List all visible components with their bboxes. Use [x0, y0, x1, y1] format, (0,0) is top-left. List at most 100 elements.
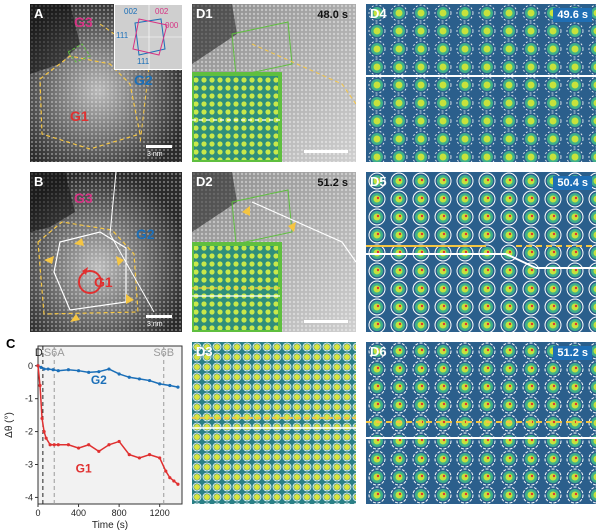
- data-point-g2: [39, 365, 43, 369]
- data-point-g2: [176, 385, 180, 389]
- data-point-g1: [176, 482, 180, 486]
- grain-g2-label-b: G2: [136, 226, 155, 242]
- grain-g1-label: G1: [70, 108, 89, 124]
- data-point-g1: [66, 443, 71, 447]
- panel-d3: D3: [192, 342, 356, 504]
- panel-a: A G3 G2 G1 002 002 000 111 111 3 nm: [30, 4, 182, 162]
- data-point-g2: [46, 367, 50, 371]
- x-tick-label: 800: [112, 508, 127, 518]
- annotation-label: S6B: [153, 347, 174, 359]
- series-label-g1: G1: [76, 462, 92, 476]
- panel-d4-time: 49.6 s: [553, 8, 592, 22]
- panel-d6-image: [366, 342, 596, 504]
- annotation-label: S6A: [44, 347, 65, 359]
- data-point-g2: [117, 372, 121, 376]
- panel-d6-time: 51.2 s: [553, 346, 592, 360]
- angle-change-chart: D S6A S6B 0 400 800 1200 0 -1 -2 -3 -4 Time (s) Δθ (°…: [4, 345, 183, 531]
- panel-d2-image: [192, 172, 356, 332]
- data-point-g1: [158, 456, 162, 460]
- x-axis-label: Time (s): [92, 520, 128, 531]
- panel-d6-label: D6: [370, 344, 387, 359]
- fft-index-111: 111: [116, 31, 129, 40]
- panel-c-label: C: [6, 336, 16, 351]
- y-tick-label: -3: [25, 460, 33, 470]
- data-point-g2: [76, 369, 81, 373]
- panel-d5-image: [366, 172, 596, 332]
- fft-index-111-bottom: 111: [137, 57, 150, 66]
- scale-bar-b-text: 3 nm: [147, 321, 163, 328]
- panel-c: C D S6A S6B 0 400 800 1200 0 -1 -2 -3 -4 Time (s) Δθ …: [0, 336, 188, 532]
- data-point-g2: [66, 368, 71, 372]
- data-point-g1: [38, 383, 42, 388]
- data-point-g2: [127, 375, 131, 379]
- data-point-g1: [40, 416, 44, 421]
- grain-g3-label: G3: [74, 14, 93, 30]
- series-label-g2: G2: [91, 373, 107, 387]
- y-tick-label: -1: [25, 394, 33, 404]
- data-point-g1: [48, 443, 52, 447]
- data-point-g2: [158, 382, 162, 386]
- x-tick-label: 1200: [150, 508, 170, 518]
- data-point-g1: [172, 479, 176, 483]
- panel-d4: D4 49.6 s: [366, 4, 596, 162]
- y-tick-label: -2: [25, 427, 33, 437]
- data-point-g2: [42, 367, 46, 371]
- data-point-g1: [137, 456, 142, 460]
- panel-d5: D5 50.4 s: [366, 172, 596, 332]
- data-point-g2: [107, 367, 111, 371]
- y-tick-label: 0: [28, 361, 33, 371]
- data-point-g2: [168, 383, 172, 388]
- panel-d1-time: 48.0 s: [317, 9, 348, 21]
- series-line-g1: [37, 365, 179, 485]
- data-point-g1: [36, 364, 40, 368]
- panel-d2: D2 51.2 s: [192, 172, 356, 332]
- data-point-g1: [127, 453, 131, 457]
- scale-bar-a: [146, 145, 172, 148]
- panel-b: B G3 G2 G1 3 nm: [30, 172, 182, 332]
- panel-d4-image: [366, 4, 596, 162]
- panel-d4-label: D4: [370, 6, 387, 21]
- data-point-g1: [147, 453, 152, 457]
- panel-b-image: [30, 172, 182, 332]
- y-axis-label: Δθ (°): [4, 412, 15, 438]
- data-point-g1: [52, 443, 56, 447]
- plot-frame: [37, 345, 183, 505]
- panel-d6: D6 51.2 s: [366, 342, 596, 504]
- fft-pattern: [115, 5, 182, 69]
- data-point-g1: [107, 443, 111, 447]
- grain-g2-label: G2: [134, 72, 153, 88]
- data-point-g1: [117, 439, 121, 444]
- fft-index-000: 000: [165, 21, 179, 30]
- scale-bar-b: [146, 315, 172, 318]
- panel-a-label: A: [34, 6, 44, 21]
- panel-d3-image: [192, 342, 356, 504]
- grain-g3-label-b: G3: [74, 190, 93, 206]
- fft-index-002: 002: [124, 7, 138, 16]
- panel-d5-label: D5: [370, 174, 387, 189]
- data-point-g2: [87, 370, 91, 374]
- data-point-g1: [87, 443, 91, 447]
- x-tick-label: 0: [35, 508, 40, 518]
- panel-d2-time: 51.2 s: [317, 177, 348, 189]
- panel-d1-label: D1: [196, 6, 213, 21]
- data-point-g2: [56, 369, 60, 373]
- fft-inset: 002 002 000 111 111: [114, 4, 182, 70]
- data-point-g2: [51, 368, 55, 372]
- panel-d2-label: D2: [196, 174, 213, 189]
- data-point-g1: [56, 443, 60, 447]
- data-point-g1: [168, 476, 172, 480]
- data-point-g1: [97, 449, 101, 453]
- panel-d5-time: 50.4 s: [553, 176, 592, 190]
- data-point-g1: [44, 436, 48, 440]
- y-tick-label: -4: [25, 492, 33, 502]
- fft-index-002-bar: 002: [155, 7, 169, 16]
- panel-d1: D1 48.0 s: [192, 4, 356, 162]
- annotation-label: D: [35, 347, 43, 359]
- data-point-g2: [147, 378, 152, 383]
- panel-b-label: B: [34, 174, 44, 189]
- data-point-g1: [76, 446, 81, 450]
- data-point-g2: [97, 370, 101, 374]
- x-tick-label: 400: [71, 508, 86, 518]
- grain-g1-label-b: G1: [94, 274, 113, 290]
- panel-d3-label: D3: [196, 344, 213, 359]
